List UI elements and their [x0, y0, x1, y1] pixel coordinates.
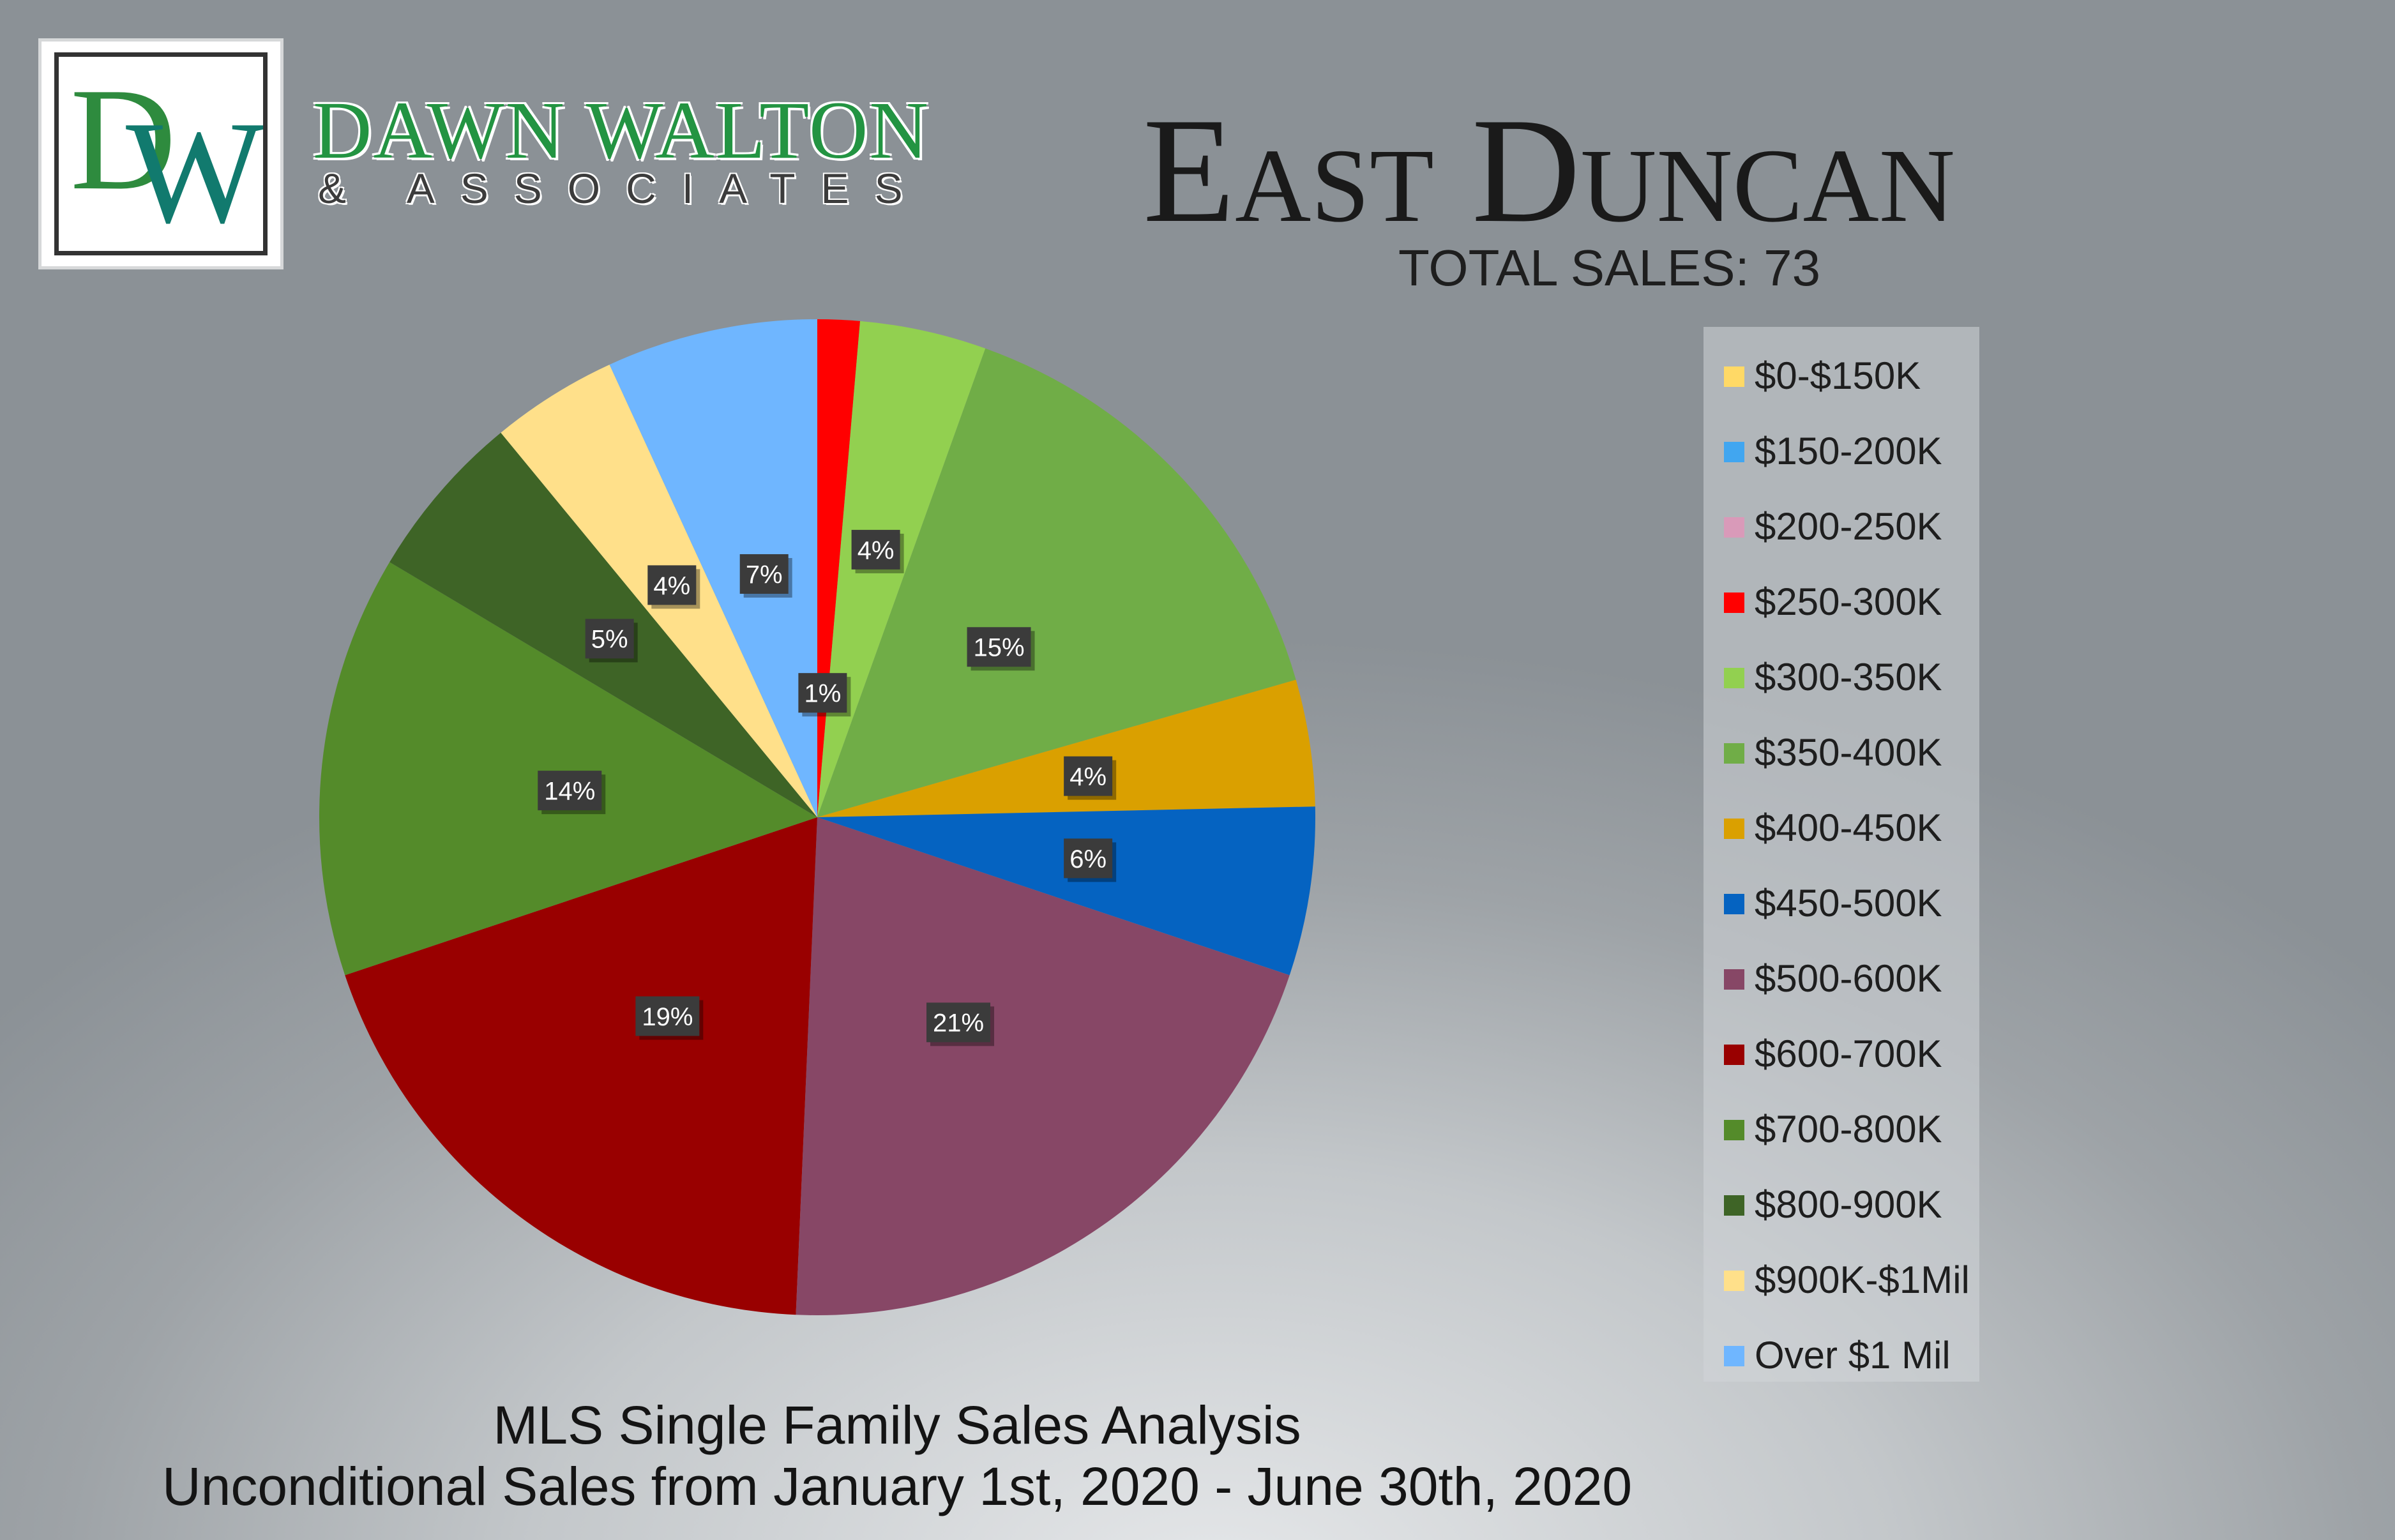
legend-label: $700-800K — [1755, 1108, 1942, 1151]
legend-item: $150-200K — [1724, 427, 1979, 478]
legend-label: $800-900K — [1755, 1183, 1942, 1226]
logo-badge: D W — [38, 38, 283, 269]
data-label: 7% — [739, 554, 792, 598]
legend-label: $400-450K — [1755, 806, 1942, 849]
svg-text:14%: 14% — [544, 778, 595, 806]
data-label: 4% — [851, 529, 904, 573]
data-label: 5% — [585, 619, 638, 663]
data-label: 15% — [967, 627, 1035, 671]
legend-item: $400-450K — [1724, 803, 1979, 854]
svg-text:6%: 6% — [1069, 845, 1107, 873]
legend-label: $150-200K — [1755, 430, 1942, 472]
svg-text:15%: 15% — [973, 634, 1024, 662]
legend-swatch — [1724, 366, 1744, 387]
legend-label: $0-$150K — [1755, 354, 1921, 397]
svg-text:1%: 1% — [804, 680, 841, 708]
legend-swatch — [1724, 819, 1744, 839]
legend-label: $600-700K — [1755, 1032, 1942, 1075]
legend-swatch — [1724, 668, 1744, 688]
data-label: 19% — [635, 996, 704, 1040]
legend-swatch — [1724, 1346, 1744, 1366]
legend-swatch — [1724, 743, 1744, 764]
legend-label: $450-500K — [1755, 882, 1942, 925]
pie-slice — [817, 679, 1315, 817]
legend-item: $900K-$1Mil — [1724, 1255, 1979, 1306]
legend-item: $250-300K — [1724, 577, 1979, 628]
svg-text:4%: 4% — [1069, 763, 1107, 791]
pie-slice — [319, 562, 817, 976]
data-label: 4% — [1064, 756, 1117, 800]
data-label: 1% — [798, 673, 851, 717]
legend-label: $300-350K — [1755, 656, 1942, 698]
legend-swatch — [1724, 894, 1744, 914]
legend-label: $200-250K — [1755, 505, 1942, 548]
legend-swatch — [1724, 1271, 1744, 1291]
brand-subtitle: & ASSOCIATES — [318, 165, 928, 212]
pie-slice — [817, 806, 1315, 976]
legend-swatch — [1724, 1195, 1744, 1216]
chart-legend: $0-$150K $150-200K $200-250K $250-300K $300-… — [1704, 327, 1979, 1382]
brand-name: DAWN WALTON — [313, 85, 930, 176]
page-title: East Duncan — [1143, 87, 1955, 254]
legend-item: Over $1 Mil — [1724, 1331, 1979, 1382]
legend-label: $900K-$1Mil — [1755, 1258, 1970, 1301]
logo-letter-w: W — [126, 91, 265, 253]
legend-item: $800-900K — [1724, 1180, 1979, 1231]
legend-label: $350-400K — [1755, 731, 1942, 774]
pie-slice — [609, 319, 817, 817]
pie-slice — [796, 817, 1290, 1316]
legend-item: $350-400K — [1724, 728, 1979, 779]
legend-swatch — [1724, 517, 1744, 538]
legend-label: $250-300K — [1755, 580, 1942, 623]
svg-text:7%: 7% — [746, 561, 783, 589]
footer-date-range: Unconditional Sales from January 1st, 20… — [162, 1456, 1633, 1516]
footer-title: MLS Single Family Sales Analysis — [493, 1395, 1301, 1455]
legend-item: $200-250K — [1724, 502, 1979, 553]
svg-text:4%: 4% — [858, 536, 895, 564]
legend-label: $500-600K — [1755, 957, 1942, 1000]
logo-monogram: D W — [54, 52, 268, 255]
legend-item: $300-350K — [1724, 653, 1979, 704]
total-sales: TOTAL SALES: 73 — [1398, 239, 1821, 296]
legend-item: $500-600K — [1724, 954, 1979, 1005]
legend-label: Over $1 Mil — [1755, 1334, 1951, 1377]
legend-swatch — [1724, 1120, 1744, 1140]
legend-item: $700-800K — [1724, 1105, 1979, 1156]
data-label: 6% — [1064, 838, 1117, 882]
data-label: 21% — [926, 1002, 995, 1046]
svg-text:5%: 5% — [591, 626, 628, 654]
svg-text:4%: 4% — [653, 572, 690, 600]
legend-item: $450-500K — [1724, 879, 1979, 930]
pie-slice — [345, 817, 817, 1315]
svg-text:21%: 21% — [933, 1009, 984, 1038]
legend-swatch — [1724, 442, 1744, 462]
legend-item: $600-700K — [1724, 1029, 1979, 1080]
data-label: 4% — [647, 565, 700, 609]
legend-swatch — [1724, 1045, 1744, 1065]
data-label: 14% — [538, 771, 606, 815]
pie-slice — [817, 348, 1296, 817]
legend-item: $0-$150K — [1724, 351, 1979, 402]
svg-text:19%: 19% — [642, 1003, 693, 1031]
legend-swatch — [1724, 593, 1744, 613]
pie-slice — [817, 321, 986, 817]
legend-swatch — [1724, 969, 1744, 990]
logo-letter-d: D — [70, 57, 177, 220]
